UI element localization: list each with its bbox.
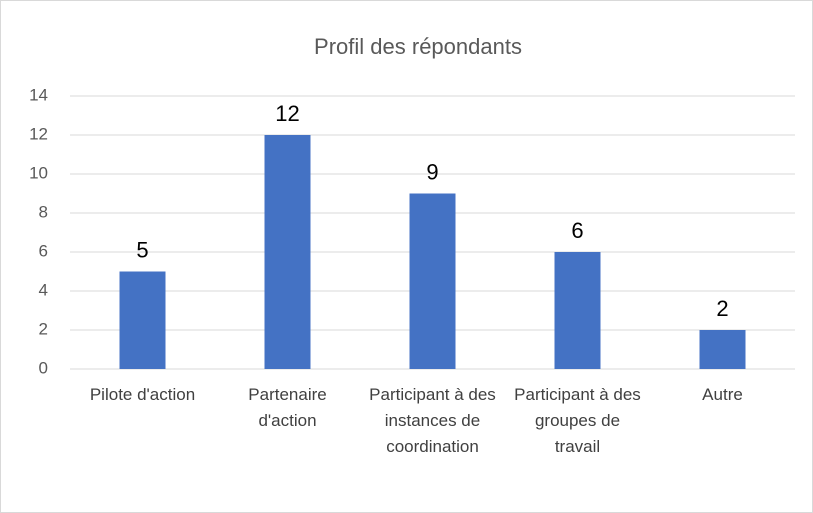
x-tick-label-box: Partenaire d'action — [248, 385, 327, 430]
y-tick-label: 6 — [39, 241, 48, 260]
x-tick-label: Participant à des groupes de travail — [514, 385, 641, 456]
x-tick-label: Pilote d'action — [89, 385, 196, 404]
x-tick-label-box: Participant à des groupes de travail — [514, 385, 641, 456]
data-label: 5 — [136, 237, 148, 262]
x-tick-label-box: Participant à des instances de coordinat… — [369, 385, 496, 456]
data-label: 2 — [716, 296, 728, 321]
chart-title: Profil des répondants — [314, 34, 522, 59]
x-tick-label: Partenaire d'action — [248, 385, 327, 430]
y-tick-label: 14 — [29, 85, 48, 104]
y-tick-label: 4 — [39, 280, 48, 299]
bar — [264, 135, 311, 369]
y-tick-label: 2 — [39, 319, 48, 338]
y-tick-label: 12 — [29, 124, 48, 143]
bar — [554, 252, 601, 369]
data-label: 6 — [571, 218, 583, 243]
x-tick-label: Autre — [702, 385, 743, 404]
x-tick-label: Participant à des instances de coordinat… — [369, 385, 496, 456]
y-tick-label: 0 — [39, 358, 48, 377]
bar — [119, 271, 166, 369]
bar — [699, 330, 746, 369]
data-label: 12 — [275, 101, 299, 126]
data-label: 9 — [426, 159, 438, 184]
x-tick-label-box: Autre — [702, 385, 743, 404]
y-tick-label: 8 — [39, 202, 48, 221]
bar — [409, 193, 456, 369]
y-tick-label: 10 — [29, 163, 48, 182]
x-tick-label-box: Pilote d'action — [89, 385, 196, 404]
